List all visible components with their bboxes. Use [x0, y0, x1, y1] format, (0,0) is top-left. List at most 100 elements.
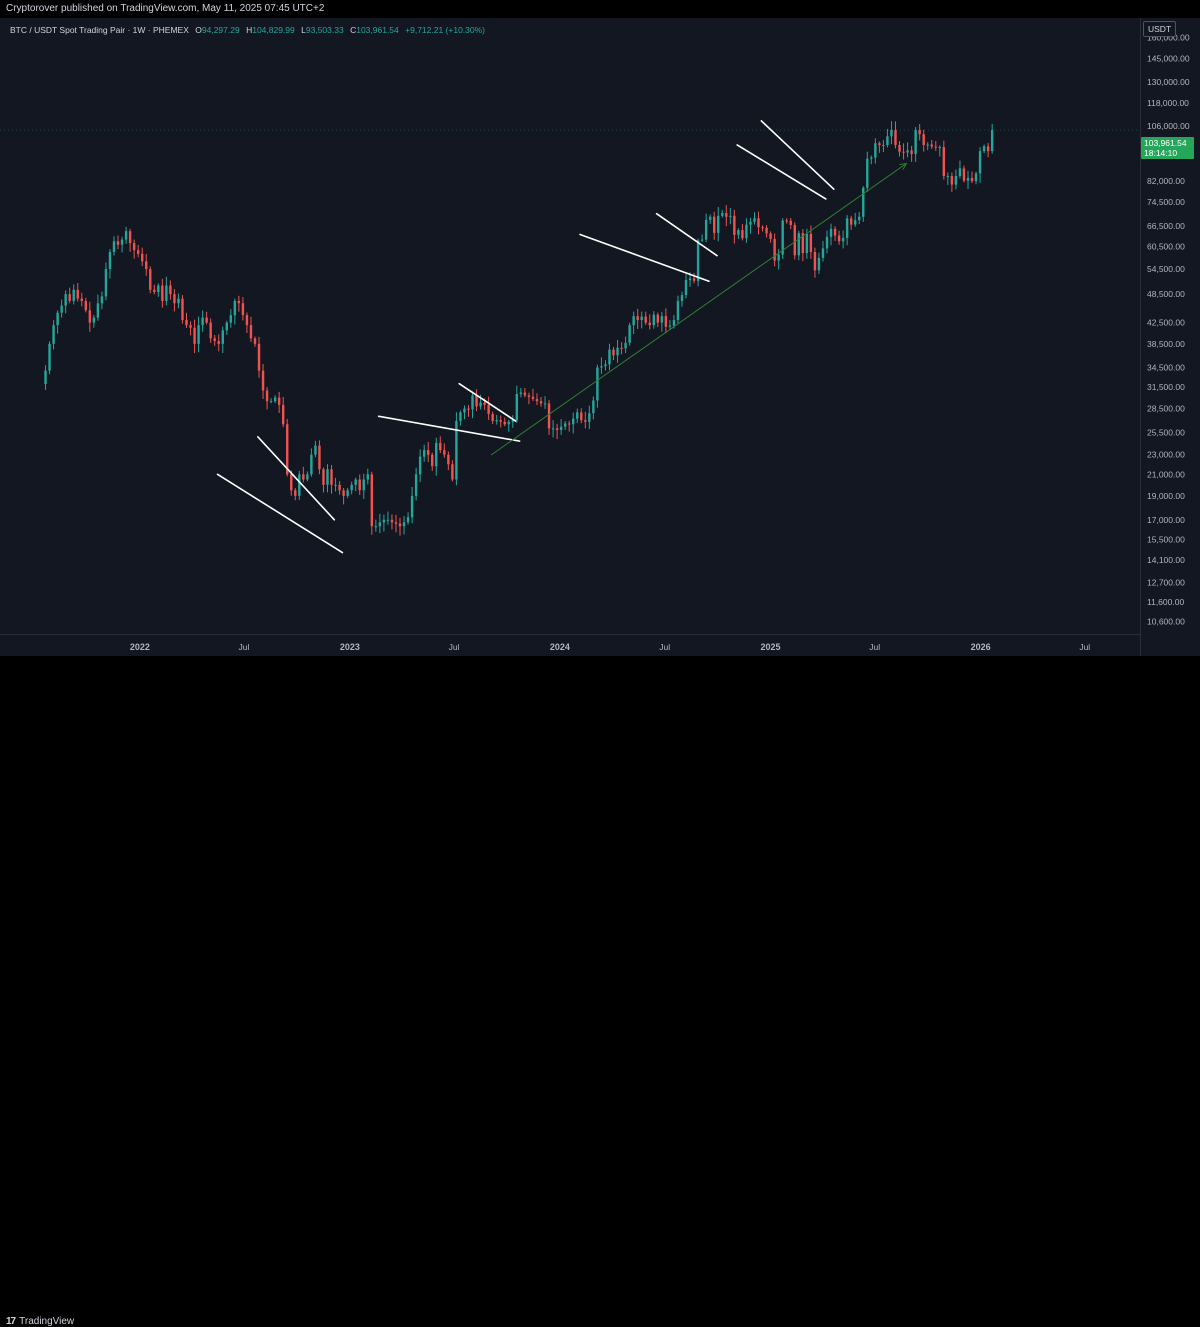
- candle-body: [962, 168, 966, 181]
- candle-body: [197, 325, 200, 344]
- candle-body: [386, 519, 390, 521]
- candle-body: [668, 325, 672, 327]
- candle-body: [777, 254, 780, 261]
- candle-body: [439, 442, 442, 451]
- time-tick-label: Jul: [869, 642, 880, 652]
- candle-body: [543, 403, 547, 405]
- candle-body: [608, 349, 611, 365]
- candle-body: [862, 187, 865, 217]
- price-tick-label: 48,500.00: [1147, 289, 1185, 299]
- candle-body: [890, 129, 893, 137]
- candle-body: [874, 143, 877, 158]
- pattern-trendline[interactable]: [655, 212, 718, 257]
- candle-body: [402, 522, 406, 527]
- candle-body: [519, 392, 523, 395]
- pattern-trendline[interactable]: [458, 382, 517, 422]
- candle-body: [217, 341, 220, 344]
- candle-body: [410, 495, 414, 518]
- candle-body: [205, 317, 208, 323]
- candle-body: [286, 424, 289, 475]
- support-trendline[interactable]: [490, 163, 907, 456]
- brand[interactable]: 17 TradingView: [6, 1316, 74, 1327]
- candle-body: [265, 390, 269, 402]
- candle-body: [362, 479, 365, 491]
- candle-body: [737, 230, 740, 235]
- candle-body: [878, 143, 881, 145]
- candle-body: [906, 150, 909, 153]
- candle-body: [672, 320, 676, 326]
- price-tick-label: 54,500.00: [1147, 264, 1185, 274]
- candle-body: [483, 402, 486, 405]
- candle-body: [753, 218, 756, 222]
- candle-body: [866, 158, 869, 188]
- candle-body: [567, 423, 571, 425]
- time-axis-labels: 2022 Jul 2023 Jul 2024 Jul 2025 Jul 2026 Jul: [130, 642, 1090, 652]
- price-tick-label: 34,500.00: [1147, 362, 1185, 372]
- currency-badge[interactable]: USDT: [1143, 21, 1177, 37]
- candle-body: [986, 146, 990, 152]
- candle-body: [765, 227, 768, 234]
- candle-body: [612, 349, 615, 356]
- pattern-trendline[interactable]: [736, 144, 827, 200]
- price-tick-label: 74,500.00: [1147, 197, 1185, 207]
- candle-body: [153, 289, 156, 292]
- candlestick-chart[interactable]: [0, 18, 1140, 634]
- time-tick-label: 2026: [971, 642, 991, 652]
- candle-body: [249, 325, 253, 339]
- time-tick-label: Jul: [659, 642, 670, 652]
- candle-body: [636, 316, 639, 321]
- pattern-trendline[interactable]: [760, 120, 835, 190]
- candle-body: [652, 314, 655, 326]
- drawings[interactable]: [216, 120, 908, 554]
- candle-body: [96, 303, 100, 318]
- candle-body: [261, 370, 265, 391]
- candle-body: [563, 423, 567, 427]
- pattern-trendline[interactable]: [377, 415, 521, 442]
- candle-body: [431, 454, 434, 467]
- open-label: O: [195, 25, 202, 35]
- candle-body: [459, 412, 462, 422]
- low-value: 93,503.33: [305, 25, 344, 35]
- candle-body: [298, 474, 301, 496]
- candle-body: [241, 303, 245, 316]
- candle-body: [177, 298, 180, 304]
- candle-body: [237, 300, 241, 304]
- price-tick-label: 17,000.00: [1147, 515, 1185, 525]
- footer: 17 TradingView: [0, 656, 1200, 1327]
- candle-body: [833, 228, 837, 236]
- candle-body: [849, 218, 853, 225]
- candle-body: [628, 325, 631, 343]
- candle-body: [104, 269, 108, 297]
- candle-body: [209, 322, 212, 339]
- price-tick-label: 19,000.00: [1147, 491, 1185, 501]
- price-tick-label: 28,500.00: [1147, 404, 1185, 414]
- candle-body: [845, 218, 849, 238]
- candle-body: [201, 317, 204, 326]
- candle-body: [394, 522, 398, 524]
- chart-pane[interactable]: [0, 18, 1140, 634]
- candle-body: [708, 216, 712, 220]
- price-tick-label: 42,500.00: [1147, 318, 1185, 328]
- candle-body: [451, 464, 454, 480]
- symbol-name[interactable]: BTC / USDT Spot Trading Pair · 1W · PHEM…: [10, 25, 189, 35]
- candle-body: [539, 401, 543, 404]
- candle-body: [354, 479, 357, 485]
- candle-body: [277, 397, 281, 405]
- candle-body: [390, 519, 394, 523]
- pattern-trendline[interactable]: [216, 473, 344, 554]
- candle-body: [684, 280, 688, 296]
- price-tick-label: 82,000.00: [1147, 176, 1185, 186]
- candle-body: [487, 404, 490, 414]
- candle-body: [894, 129, 897, 145]
- pattern-trendline[interactable]: [579, 233, 710, 283]
- price-axis[interactable]: 160,000.00 145,000.00 130,000.00 118,000.00…: [1140, 18, 1200, 656]
- change-value: +9,712.21 (+10.30%): [405, 25, 486, 35]
- price-tick-label: 60,500.00: [1147, 242, 1185, 252]
- candle-body: [805, 233, 809, 254]
- candle-body: [334, 484, 337, 486]
- pattern-trendline[interactable]: [257, 435, 336, 521]
- time-axis[interactable]: 2022 Jul 2023 Jul 2024 Jul 2025 Jul 2026 Jul: [0, 634, 1140, 657]
- candle-body: [318, 445, 321, 470]
- candle-body: [604, 364, 607, 367]
- candle-body: [616, 347, 619, 356]
